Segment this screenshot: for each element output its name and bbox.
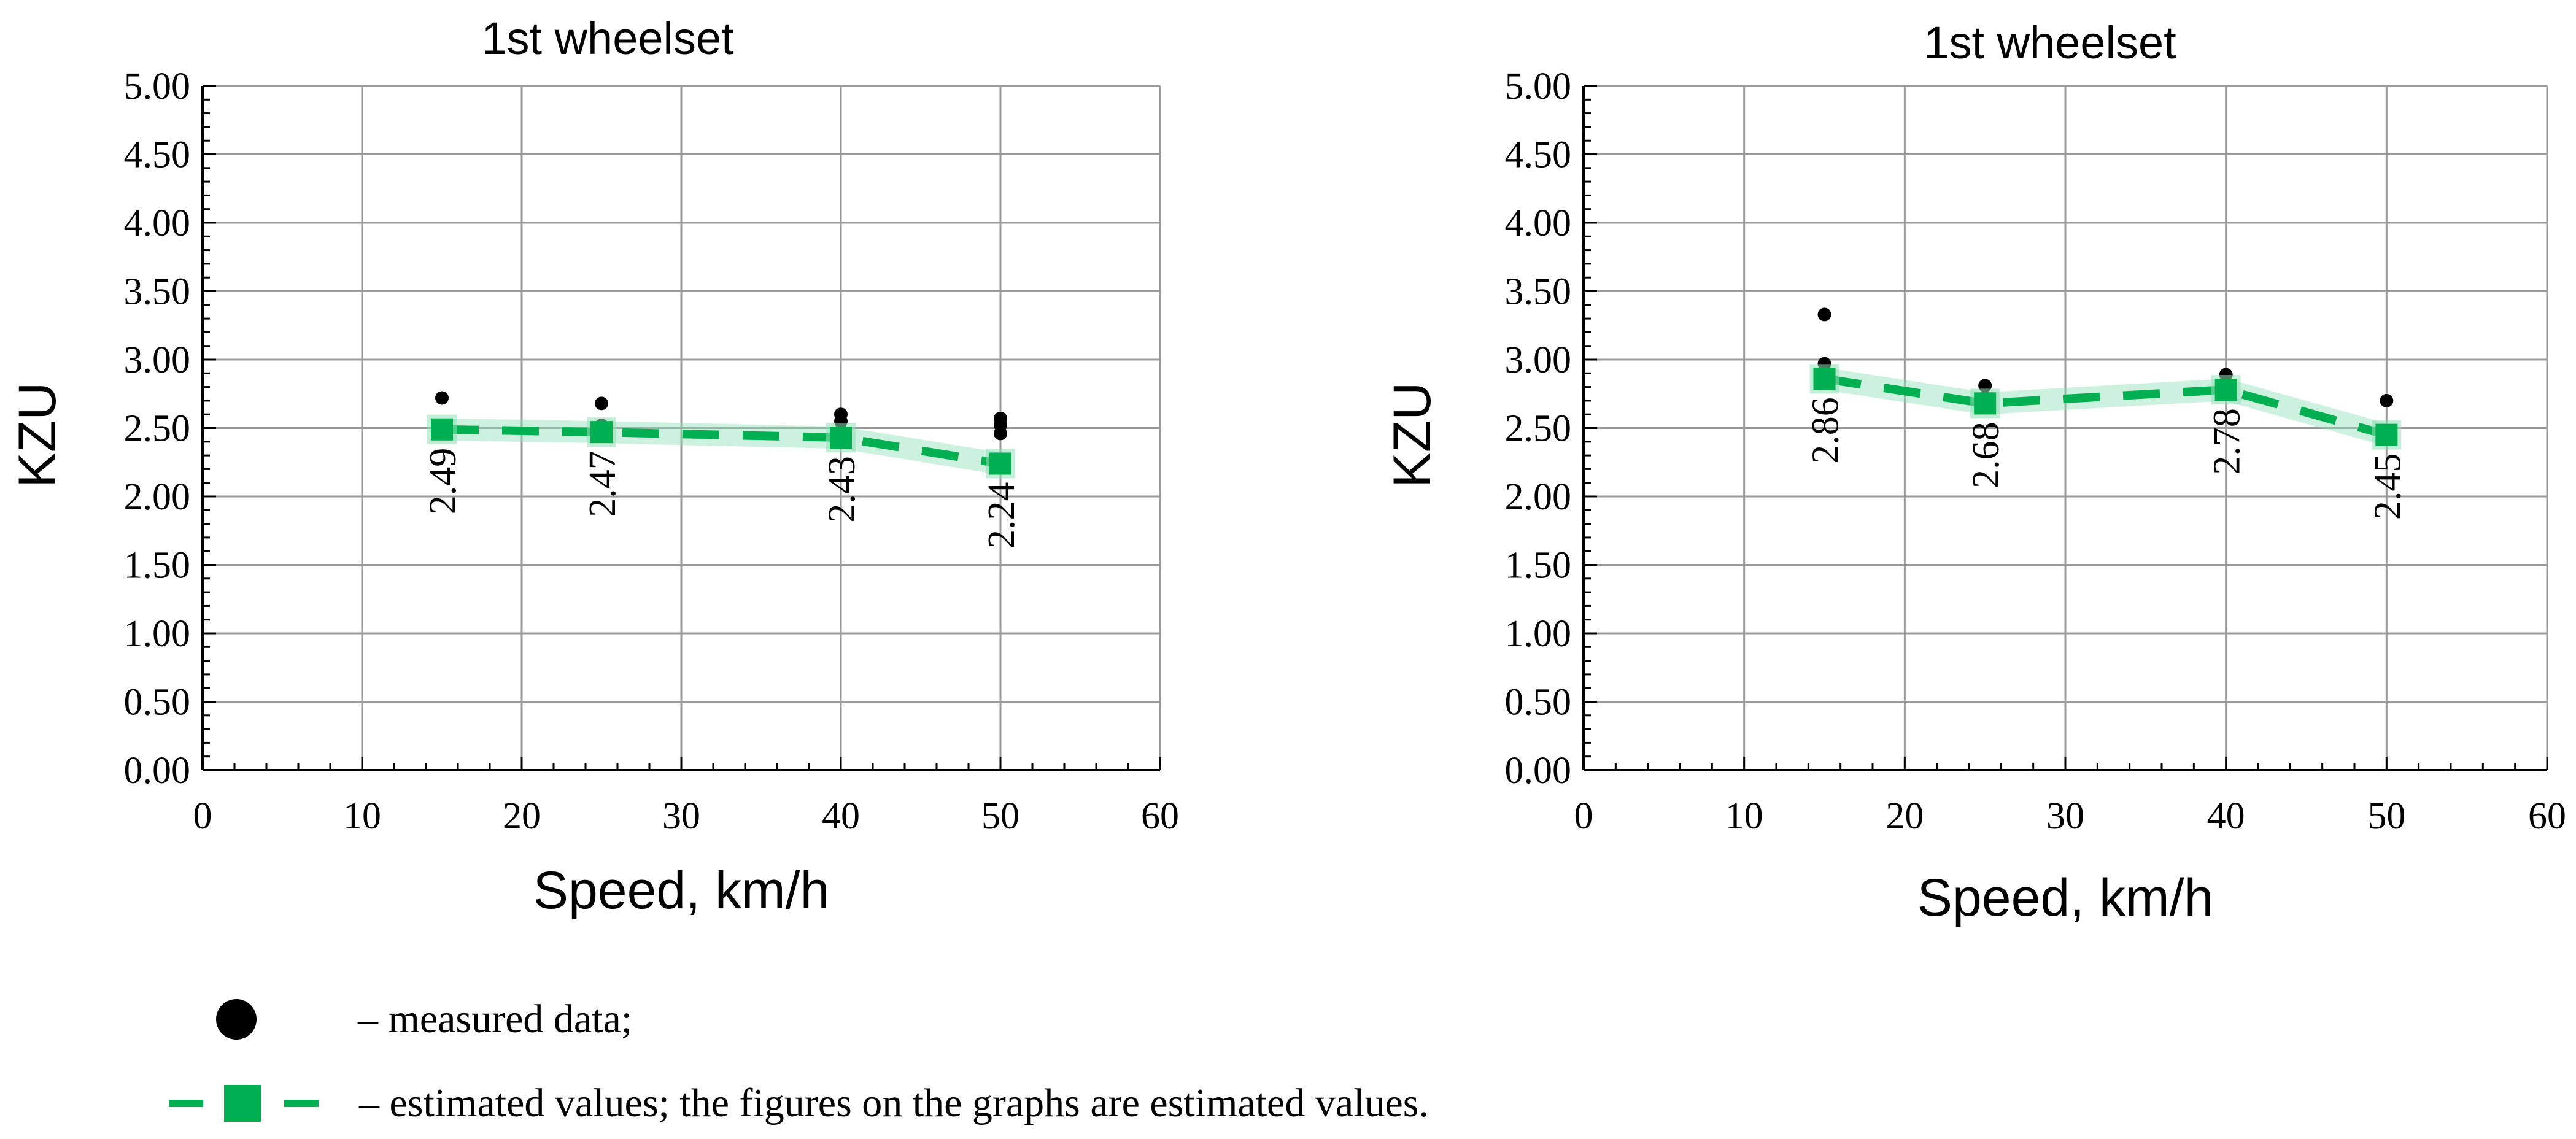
x-tick-label: 30: [662, 795, 700, 837]
x-tick-label: 40: [822, 795, 860, 837]
estimated-marker: [431, 418, 453, 441]
estimated-marker: [2375, 423, 2398, 446]
x-tick-label: 20: [1886, 795, 1924, 837]
measured-point: [595, 396, 608, 411]
measured-point: [2380, 393, 2394, 407]
estimated-marker: [989, 452, 1011, 475]
y-tick-label: 1.00: [1505, 613, 1572, 655]
y-tick-label: 4.50: [124, 134, 191, 176]
estimated-data-label: 2.78: [2207, 408, 2248, 475]
y-tick-label: 3.00: [124, 339, 191, 381]
y-tick-label: 0.50: [124, 682, 191, 724]
chart-title: 1st wheelset: [481, 13, 734, 64]
estimated-line: [1824, 374, 2388, 439]
estimated-data-label: 2.47: [582, 450, 624, 517]
estimated-marker: [1974, 392, 1997, 415]
estimated-data-label: 2.49: [422, 448, 464, 515]
estimated-data-label: 2.45: [2367, 454, 2408, 520]
x-axis-label: Speed, km/h: [533, 861, 830, 920]
chart-title: 1st wheelset: [1924, 17, 2176, 68]
y-tick-label: 0.00: [124, 750, 191, 792]
y-tick-label: 2.00: [124, 476, 191, 518]
x-tick-label: 0: [1574, 795, 1593, 837]
estimated-data-label: 2.68: [1965, 422, 2007, 488]
right-chart: 0.00 0.50 1.00 1.50 2.00 2.50 3.00 3.50 4.00 4.50…: [1383, 17, 2566, 927]
y-tick-label: 1.50: [1505, 545, 1572, 587]
x-tick-label: 10: [343, 795, 381, 837]
x-tick-label: 60: [1141, 795, 1179, 837]
measured-point: [435, 391, 449, 405]
y-tick-label: 0.50: [1505, 682, 1572, 724]
left-chart: 0.00 0.50 1.00 1.50 2.00 2.50 3.00 3.50 4.00 4.50…: [8, 13, 1179, 920]
y-tick-label: 0.00: [1505, 750, 1572, 792]
x-tick-label: 20: [503, 795, 541, 837]
estimated-marker: [2214, 379, 2237, 401]
estimated-data-label: 2.43: [821, 456, 863, 523]
y-tick-label: 4.00: [124, 203, 191, 244]
y-axis-label: KZU: [1383, 382, 1442, 488]
estimated-data-label: 2.86: [1805, 397, 1847, 464]
x-tick-label: 60: [2528, 795, 2566, 837]
y-tick-label: 1.50: [124, 545, 191, 587]
estimated-line: [441, 425, 1002, 468]
y-tick-label: 3.50: [124, 271, 191, 313]
estimated-marker: [830, 427, 852, 449]
x-tick-label: 50: [2367, 795, 2405, 837]
y-tick-label: 2.00: [1505, 476, 1572, 518]
x-tick-label: 40: [2207, 795, 2245, 837]
y-tick-label: 5.00: [1505, 66, 1572, 107]
y-tick-label: 2.50: [1505, 408, 1572, 450]
estimated-marker: [590, 421, 613, 444]
y-tick-label: 3.50: [1505, 271, 1572, 313]
measured-point: [994, 427, 1007, 441]
y-tick-label: 3.00: [1505, 339, 1572, 381]
x-axis-label: Speed, km/h: [1917, 868, 2214, 927]
y-tick-label: 5.00: [124, 66, 191, 107]
estimated-data-label: 2.24: [981, 482, 1023, 549]
y-tick-label: 4.00: [1505, 203, 1572, 244]
x-tick-label: 10: [1725, 795, 1763, 837]
x-tick-label: 50: [981, 795, 1019, 837]
estimated-marker: [1813, 368, 1836, 390]
x-tick-label: 30: [2046, 795, 2084, 837]
y-tick-label: 4.50: [1505, 134, 1572, 176]
measured-point: [1817, 307, 1831, 322]
x-tick-label: 0: [193, 795, 212, 837]
y-tick-label: 2.50: [124, 408, 191, 450]
y-tick-label: 1.00: [124, 613, 191, 655]
y-axis-label: KZU: [8, 382, 67, 488]
